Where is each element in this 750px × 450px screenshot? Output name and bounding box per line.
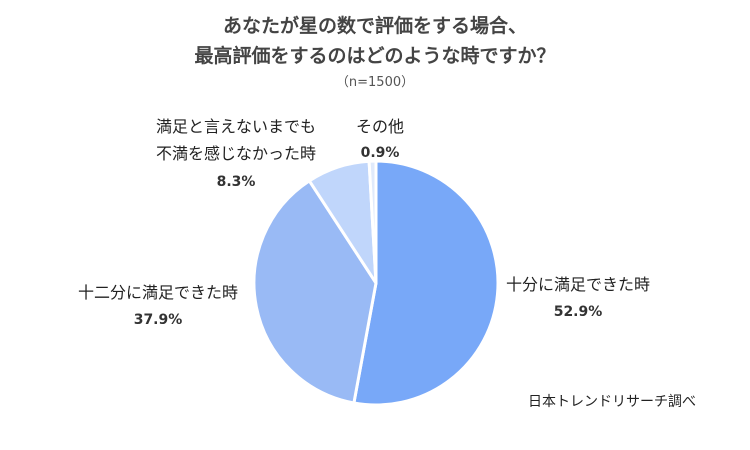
slice-label-2-line-0: 満足と言えないまでも [156,117,316,136]
slice-label-3-line-0: その他 [356,117,404,136]
pie-slices [252,159,500,407]
slice-label-1-line-0: 十二分に満足できた時 [78,283,238,302]
source-note: 日本トレンドリサーチ調べ [528,394,696,410]
chart-subtitle: （n=1500） [336,75,414,90]
slice-label-0-line-0: 十分に満足できた時 [506,275,650,294]
slice-value-3: 0.9% [361,145,400,161]
pie-slice-3 [367,159,378,285]
chart-title-line-2: 最高評価をするのはどのような時ですか？ [194,44,555,67]
pie-slice-0 [352,159,500,407]
chart-title-line-1: あなたが星の数で評価をする場合、 [223,14,527,37]
slice-value-1: 37.9% [134,312,183,328]
slice-value-2: 8.3% [217,174,256,190]
slice-value-0: 52.9% [554,304,603,320]
slice-label-2-line-1: 不満を感じなかった時 [156,144,316,163]
